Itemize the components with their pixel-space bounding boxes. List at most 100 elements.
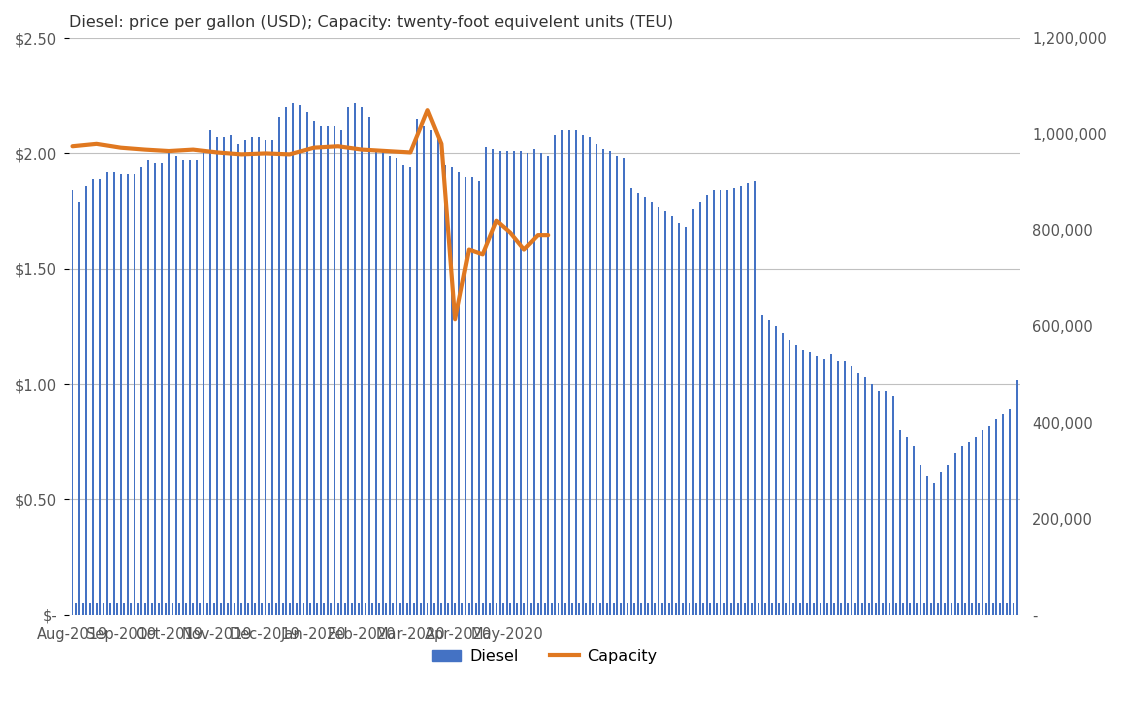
Bar — [537, 603, 539, 615]
Bar — [923, 603, 925, 615]
Bar — [664, 211, 666, 615]
Bar — [162, 163, 163, 615]
Bar — [596, 144, 597, 615]
Bar — [333, 126, 335, 615]
Bar — [323, 603, 325, 615]
Bar — [574, 130, 577, 615]
Bar — [465, 177, 467, 615]
Bar — [378, 603, 380, 615]
Bar — [79, 202, 81, 615]
Bar — [754, 181, 756, 615]
Bar — [692, 209, 693, 615]
Bar — [351, 603, 352, 615]
Bar — [564, 603, 567, 615]
Bar — [199, 603, 201, 615]
Bar — [230, 135, 232, 615]
Bar — [744, 603, 746, 615]
Bar — [223, 137, 226, 615]
Bar — [275, 603, 277, 615]
Bar — [95, 603, 98, 615]
Bar — [123, 603, 126, 615]
Bar — [306, 112, 307, 615]
Bar — [947, 465, 949, 615]
Bar — [436, 137, 439, 615]
Bar — [978, 603, 980, 615]
Bar — [316, 603, 319, 615]
Bar — [423, 126, 425, 615]
Bar — [1005, 603, 1008, 615]
Bar — [806, 603, 808, 615]
Bar — [689, 603, 690, 615]
Bar — [934, 483, 936, 615]
Bar — [761, 315, 763, 615]
Bar — [493, 149, 494, 615]
Bar — [461, 603, 463, 615]
Bar — [719, 190, 721, 615]
Bar — [89, 603, 91, 615]
Bar — [647, 603, 650, 615]
Bar — [82, 603, 84, 615]
Bar — [388, 156, 390, 615]
Bar — [606, 603, 608, 615]
Bar — [548, 156, 549, 615]
Bar — [451, 167, 452, 615]
Bar — [879, 391, 880, 615]
Bar — [220, 603, 222, 615]
Bar — [403, 165, 404, 615]
Bar — [361, 108, 364, 615]
Bar — [137, 603, 139, 615]
Bar — [182, 161, 184, 615]
Bar — [702, 603, 705, 615]
Bar — [433, 603, 435, 615]
Bar — [478, 181, 480, 615]
Bar — [92, 179, 94, 615]
Bar — [261, 603, 263, 615]
Bar — [516, 603, 518, 615]
Bar — [968, 442, 969, 615]
Bar — [458, 172, 460, 615]
Bar — [671, 216, 673, 615]
Bar — [599, 603, 601, 615]
Bar — [875, 603, 876, 615]
Bar — [444, 165, 445, 615]
Bar — [155, 163, 156, 615]
Bar — [337, 603, 339, 615]
Bar — [824, 358, 825, 615]
Bar — [960, 446, 963, 615]
Bar — [413, 603, 415, 615]
Bar — [355, 103, 356, 615]
Bar — [530, 603, 532, 615]
Bar — [699, 202, 701, 615]
Bar — [310, 603, 311, 615]
Bar — [706, 195, 708, 615]
Bar — [723, 603, 725, 615]
Bar — [102, 603, 104, 615]
Bar — [885, 391, 888, 615]
Bar — [809, 352, 811, 615]
Bar — [282, 603, 284, 615]
Bar — [185, 603, 187, 615]
Bar — [837, 361, 839, 615]
Bar — [819, 603, 821, 615]
Bar — [168, 153, 169, 615]
Bar — [475, 603, 477, 615]
Bar — [1012, 603, 1014, 615]
Bar — [203, 153, 204, 615]
Bar — [454, 603, 456, 615]
Bar — [661, 603, 663, 615]
Bar — [272, 140, 274, 615]
Bar — [430, 130, 432, 615]
Bar — [541, 153, 542, 615]
Bar — [99, 179, 101, 615]
Bar — [737, 603, 738, 615]
Bar — [526, 153, 528, 615]
Bar — [771, 603, 773, 615]
Bar — [657, 206, 660, 615]
Bar — [651, 202, 653, 615]
Bar — [872, 384, 873, 615]
Bar — [709, 603, 711, 615]
Bar — [668, 603, 670, 615]
Bar — [558, 603, 560, 615]
Bar — [385, 603, 387, 615]
Bar — [175, 156, 177, 615]
